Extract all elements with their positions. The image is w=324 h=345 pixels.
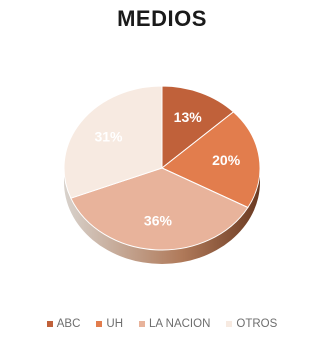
data-label-la-nacion: 36% [144, 213, 173, 229]
data-label-otros: 31% [94, 128, 123, 144]
legend-item-abc: ABC [46, 318, 81, 330]
data-label-uh: 20% [212, 152, 241, 168]
pie-depth [64, 168, 260, 264]
legend-item-uh: UH [96, 318, 123, 330]
legend-item-otros: OTROS [226, 318, 277, 330]
legend-swatch [46, 321, 53, 327]
pie-side [64, 168, 260, 264]
legend-label: LA NACION [149, 318, 211, 330]
legend-swatch [226, 321, 233, 327]
legend-swatch [96, 321, 103, 327]
legend-label: OTROS [236, 318, 278, 330]
pie-chart: 13% 20% 36% 31% [63, 85, 261, 264]
pie-slice-abc [161, 85, 235, 170]
pie-slice-otros [63, 85, 163, 199]
pie-slice-la-nacion [70, 167, 249, 251]
legend-label: ABC [56, 318, 81, 330]
data-label-abc: 13% [174, 109, 203, 125]
legend-swatch [139, 321, 146, 327]
legend-item-la-nacion: LA NACION [139, 318, 210, 330]
pie-slice-uh [161, 111, 261, 209]
pie-labels: 13% 20% 36% 31% [94, 109, 240, 229]
legend-label: UH [106, 318, 124, 330]
pie-slices [63, 85, 261, 251]
chart-title: MEDIOS [117, 6, 207, 31]
chart-legend: ABC UH LA NACION OTROS [0, 318, 324, 330]
